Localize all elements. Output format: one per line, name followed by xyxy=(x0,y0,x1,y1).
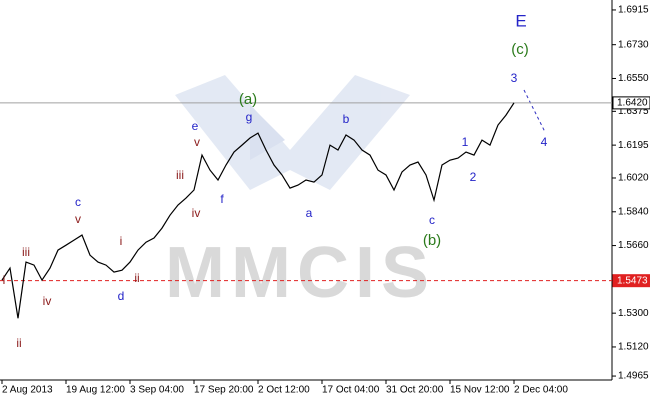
y-tick-label: 1.6915 xyxy=(618,5,649,16)
wave-label: b xyxy=(343,112,350,126)
wave-label: v xyxy=(75,212,81,226)
wave-label: v xyxy=(194,135,200,149)
wave-label: i xyxy=(3,273,6,287)
wave-label: iv xyxy=(43,294,52,308)
y-tick-label: 1.6550 xyxy=(618,73,649,84)
wave-label: g xyxy=(246,110,253,124)
price-box xyxy=(612,274,650,288)
logo-shape xyxy=(250,105,285,160)
wave-label: c xyxy=(75,195,81,209)
wave-label: 3 xyxy=(511,71,518,85)
y-tick-label: 1.6730 xyxy=(618,39,649,50)
logo xyxy=(175,75,410,190)
wave-label: ii xyxy=(134,271,139,285)
price-label: 1.6420 xyxy=(617,98,648,109)
y-tick-label: 1.5840 xyxy=(618,206,649,217)
forecast-line xyxy=(523,89,546,133)
price-box xyxy=(612,96,650,110)
wave-label: e xyxy=(192,119,199,133)
y-tick-label: 1.4965 xyxy=(618,371,649,382)
wave-label: iii xyxy=(176,168,184,182)
wave-label: ii xyxy=(16,336,21,350)
wave-label: 4 xyxy=(541,135,548,149)
x-tick-label: 31 Oct 20:00 xyxy=(386,385,444,396)
wave-label: iii xyxy=(22,245,30,259)
x-tick-label: 2 Oct 12:00 xyxy=(258,385,310,396)
y-tick-label: 1.6375 xyxy=(618,106,649,117)
wave-label: E xyxy=(515,11,526,30)
wave-label: c xyxy=(429,213,435,227)
x-tick-label: 17 Oct 04:00 xyxy=(322,385,380,396)
price-line xyxy=(1,102,515,319)
wave-label: 1 xyxy=(462,135,469,149)
wave-label: i xyxy=(120,234,123,248)
x-tick-label: 19 Aug 12:00 xyxy=(66,385,125,396)
wave-label: (a) xyxy=(239,91,257,108)
y-tick-label: 1.6020 xyxy=(618,173,649,184)
x-tick-label: 3 Sep 04:00 xyxy=(130,385,184,396)
wave-label: a xyxy=(306,206,313,220)
wave-label: iv xyxy=(192,206,201,220)
x-tick-label: 15 Nov 12:00 xyxy=(450,385,510,396)
x-tick-label: 2 Dec 04:00 xyxy=(514,385,568,396)
watermark: MMCIS xyxy=(165,233,435,313)
wave-label: 2 xyxy=(470,170,477,184)
y-tick-label: 1.5300 xyxy=(618,308,649,319)
price-label: 1.5473 xyxy=(617,275,648,286)
x-tick-label: 17 Sep 20:00 xyxy=(194,385,254,396)
wave-label: (c) xyxy=(511,41,529,58)
y-tick-label: 1.5660 xyxy=(618,240,649,251)
y-tick-label: 1.6195 xyxy=(618,140,649,151)
wave-label: d xyxy=(118,289,125,303)
logo-shape xyxy=(175,75,410,190)
wave-label: (b) xyxy=(423,232,441,249)
x-tick-label: 2 Aug 2013 xyxy=(2,385,53,396)
wave-label: f xyxy=(220,192,224,206)
y-tick-label: 1.5120 xyxy=(618,342,649,353)
